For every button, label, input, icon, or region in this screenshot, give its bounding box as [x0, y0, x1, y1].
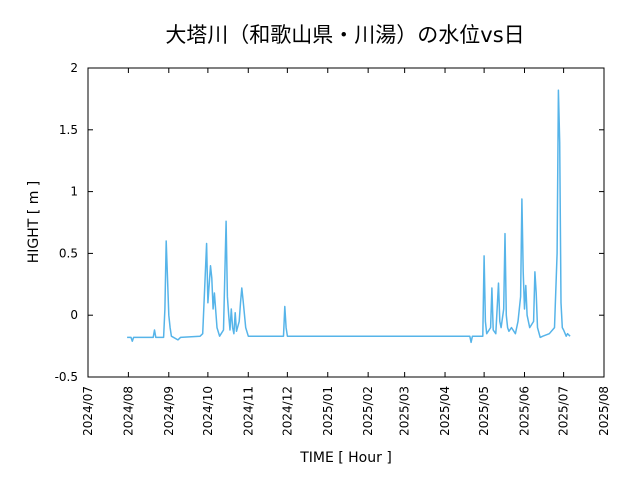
x-axis-label: TIME [ Hour ]: [299, 450, 392, 466]
plot-frame: [87, 67, 605, 378]
x-tick-label: 2025/03: [398, 386, 412, 436]
y-tick-label: -0.5: [55, 370, 78, 384]
x-tick-label: 2025/08: [597, 386, 611, 436]
series-layer: [127, 89, 571, 344]
x-tick-label: 2024/08: [121, 386, 135, 436]
chart-title: 大塔川（和歌山県・川湯）の水位vs日: [165, 23, 524, 47]
y-tick-label: 1: [70, 185, 78, 199]
x-tick-label: 2024/10: [201, 386, 215, 436]
y-axis: 2 1.5 1 0.5 0 -0.5: [55, 61, 604, 384]
x-tick-label: 2024/11: [241, 386, 255, 436]
x-tick-label: 2025/01: [321, 386, 335, 436]
x-tick-label: 2025/05: [477, 386, 491, 436]
y-tick-label: 1.5: [59, 123, 78, 137]
x-tick-label: 2024/07: [81, 386, 95, 436]
y-tick-label: 0.5: [59, 246, 78, 260]
y-tick-label: 0: [70, 308, 78, 322]
x-tick-label: 2024/12: [280, 386, 294, 436]
x-tick-label: 2025/07: [557, 386, 571, 436]
x-tick-label: 2025/06: [518, 386, 532, 436]
x-axis: 2024/07 2024/08 2024/09 2024/10 2024/11 2024/…: [81, 68, 611, 436]
y-tick-label: 2: [70, 61, 78, 75]
y-axis-label: HIGHT [ m ]: [26, 181, 42, 264]
x-tick-label: 2025/04: [438, 386, 452, 436]
x-tick-label: 2024/09: [162, 386, 176, 436]
x-tick-label: 2025/02: [361, 386, 375, 436]
series-line: [127, 89, 571, 344]
